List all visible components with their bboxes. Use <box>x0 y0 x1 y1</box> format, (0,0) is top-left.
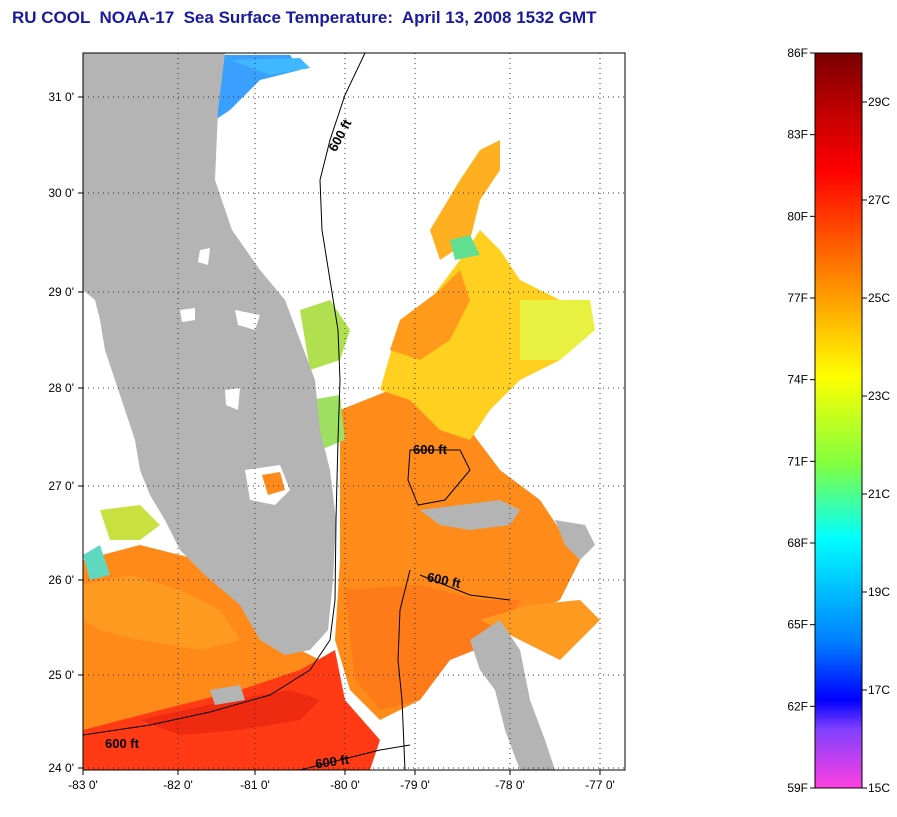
colorbar-fahrenheit-labels: 86F 83F 80F 77F 74F 71F 68F 65F 62F 59F <box>787 46 815 795</box>
colorbar-c-label: 17C <box>868 683 890 697</box>
lat-tick-label: 27 0' <box>48 479 74 493</box>
map-title: RU COOL NOAA-17 Sea Surface Temperature:… <box>12 8 597 27</box>
colorbar-f-label: 71F <box>787 454 808 468</box>
colorbar-f-label: 80F <box>787 209 808 223</box>
lon-tick-label: -82 0' <box>163 778 193 792</box>
contour-label: 600 ft <box>426 569 463 591</box>
contour-label: 600 ft <box>314 752 350 772</box>
lon-tick-label: -79 0' <box>400 778 430 792</box>
colorbar-c-label: 29C <box>868 95 890 109</box>
colorbar-f-label: 77F <box>787 291 808 305</box>
graticule <box>83 53 625 770</box>
depth-contours <box>83 53 511 770</box>
colorbar-f-label: 65F <box>787 618 808 632</box>
colorbar-f-label: 83F <box>787 128 808 142</box>
colorbar-f-label: 68F <box>787 536 808 550</box>
latitude-axis: 31 0' 30 0' 29 0' 28 0' 27 0' 26 0' 25 0' 24 0' <box>48 90 83 775</box>
lat-tick-label: 30 0' <box>48 186 74 200</box>
lon-tick-label: -81 0' <box>240 778 270 792</box>
colorbar-c-label: 23C <box>868 389 890 403</box>
sst-data-layer <box>83 55 600 770</box>
lat-tick-label: 26 0' <box>48 573 74 587</box>
lat-tick-label: 24 0' <box>48 761 74 775</box>
lat-tick-label: 31 0' <box>48 90 74 104</box>
longitude-axis: -83 0' -82 0' -81 0' -80 0' -79 0' -78 0' -77 … <box>68 770 615 792</box>
colorbar <box>814 52 863 789</box>
colorbar-f-label: 62F <box>787 699 808 713</box>
lon-tick-label: -78 0' <box>495 778 525 792</box>
contour-label: 600 ft <box>413 442 448 457</box>
inland-lakes <box>180 248 290 505</box>
lat-tick-label: 28 0' <box>48 381 74 395</box>
lon-tick-label: -83 0' <box>68 778 98 792</box>
colorbar-c-label: 27C <box>868 193 890 207</box>
lon-tick-label: -77 0' <box>585 778 615 792</box>
colorbar-c-label: 15C <box>868 781 890 795</box>
lat-tick-label: 25 0' <box>48 668 74 682</box>
colorbar-c-label: 19C <box>868 585 890 599</box>
colorbar-celsius-labels: 29C 27C 25C 23C 21C 19C 17C 15C <box>862 95 890 795</box>
colorbar-f-label: 74F <box>787 373 808 387</box>
colorbar-c-label: 21C <box>868 487 890 501</box>
map-frame <box>82 52 626 771</box>
lat-tick-label: 29 0' <box>48 285 74 299</box>
lon-tick-label: -80 0' <box>330 778 360 792</box>
contour-label: 600 ft <box>105 736 140 751</box>
colorbar-f-label: 86F <box>787 46 808 60</box>
colorbar-c-label: 25C <box>868 291 890 305</box>
colorbar-f-label: 59F <box>787 781 808 795</box>
